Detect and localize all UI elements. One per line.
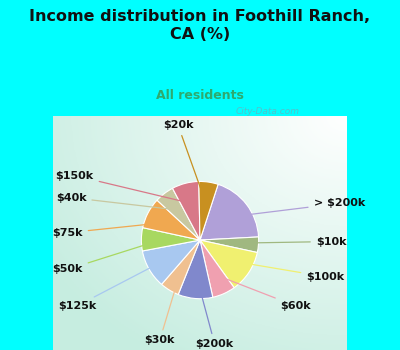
Text: $50k: $50k (52, 240, 159, 274)
Text: $100k: $100k (234, 261, 344, 282)
Text: $125k: $125k (58, 260, 164, 311)
Wedge shape (162, 240, 200, 294)
Text: $75k: $75k (52, 223, 164, 238)
Wedge shape (200, 237, 259, 252)
Text: $150k: $150k (56, 170, 188, 203)
Text: $60k: $60k (218, 276, 311, 311)
Wedge shape (141, 228, 200, 251)
Text: All residents: All residents (156, 89, 244, 102)
Text: > $200k: > $200k (233, 198, 365, 217)
Wedge shape (142, 240, 200, 284)
Text: $40k: $40k (56, 193, 174, 210)
Text: $30k: $30k (144, 275, 179, 345)
Wedge shape (172, 181, 200, 240)
Wedge shape (178, 240, 213, 299)
Wedge shape (143, 200, 200, 240)
Wedge shape (200, 184, 258, 240)
Text: $20k: $20k (163, 120, 205, 200)
Wedge shape (200, 240, 234, 297)
Wedge shape (199, 181, 218, 240)
Text: Income distribution in Foothill Ranch,
CA (%): Income distribution in Foothill Ranch, C… (30, 9, 370, 42)
Wedge shape (200, 240, 257, 288)
Text: $200k: $200k (196, 281, 234, 349)
Text: $10k: $10k (241, 237, 346, 246)
Text: City-Data.com: City-Data.com (236, 107, 300, 116)
Wedge shape (157, 188, 200, 240)
